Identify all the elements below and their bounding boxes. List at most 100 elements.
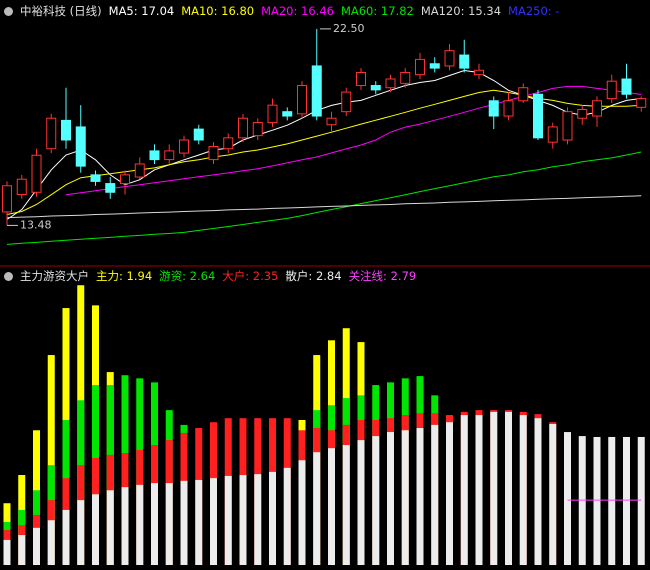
bar — [298, 460, 306, 565]
menu-icon[interactable] — [4, 271, 13, 281]
candle-body — [90, 174, 101, 182]
candle-body — [105, 183, 116, 193]
bar — [239, 475, 247, 565]
bar — [224, 475, 232, 565]
legend-entry: MA120: 15.34 — [420, 4, 502, 18]
chart-title: 主力游资大户 — [20, 269, 89, 283]
candle-body — [208, 146, 219, 161]
candle-body — [444, 50, 455, 67]
candle-body — [562, 111, 573, 141]
bar — [475, 415, 483, 565]
bar — [92, 494, 99, 565]
bar — [431, 424, 439, 565]
candle-body — [238, 117, 248, 139]
legend-entry: MA10: 16.80 — [181, 4, 255, 18]
legend-entry: MA5: 17.04 — [108, 4, 175, 18]
bar — [549, 424, 557, 565]
bar — [121, 487, 129, 565]
candle-body — [547, 126, 558, 143]
candle-body — [282, 111, 293, 117]
candle-body — [429, 63, 440, 69]
legend-entry: MA60: 17.82 — [340, 4, 414, 18]
bar — [401, 430, 409, 565]
candle-body — [385, 78, 396, 89]
candle-body — [193, 128, 204, 141]
bar — [18, 535, 26, 565]
indicator-panel — [3, 285, 645, 565]
bar — [195, 479, 203, 565]
candle-body — [533, 93, 543, 139]
candle-body — [149, 150, 160, 161]
bar — [106, 490, 114, 565]
candle-body — [577, 109, 588, 119]
bar — [357, 440, 365, 565]
bar — [564, 432, 571, 565]
price-panel — [2, 28, 647, 245]
price-legend: 中裕科技 (日线) MA5: 17.04 MA10: 16.80 MA20: 16.… — [4, 3, 559, 19]
bar — [47, 520, 55, 565]
ma-line — [6, 151, 642, 245]
indicator-legend: 主力游资大户 主力: 1.94 游资: 2.64 大户: 2.35 散户: 2.84 关… — [4, 268, 416, 284]
bar — [210, 478, 217, 565]
ma-line — [65, 85, 642, 196]
candle-body — [488, 100, 499, 117]
bar — [519, 415, 527, 565]
bar — [328, 448, 335, 565]
candle-body — [252, 122, 263, 137]
legend-entry: 主力: 1.94 — [96, 269, 153, 283]
bar — [637, 436, 645, 565]
candle-body — [636, 98, 647, 108]
candle-body — [606, 80, 617, 100]
candle-body — [459, 54, 470, 69]
candle-body — [120, 174, 130, 185]
bar — [47, 355, 55, 565]
candle-body — [164, 150, 175, 161]
bar — [372, 436, 380, 565]
low-annotation: 13.48 — [20, 218, 52, 231]
candle-body — [503, 100, 514, 117]
candle-body — [179, 139, 189, 154]
menu-icon[interactable] — [4, 6, 13, 16]
bar — [313, 452, 321, 565]
candle-body — [621, 78, 632, 95]
candle-body — [474, 69, 484, 76]
bar — [460, 415, 468, 565]
candle-body — [297, 85, 307, 115]
candle-body — [134, 163, 145, 178]
ma-line — [6, 195, 642, 219]
bar — [490, 411, 498, 565]
candle-body — [16, 178, 27, 195]
bar — [505, 411, 512, 565]
candle-body — [75, 126, 86, 167]
high-annotation: 22.50 — [333, 22, 365, 35]
candle-body — [2, 185, 12, 213]
bar — [3, 539, 11, 565]
bar — [416, 428, 424, 565]
candle-body — [341, 91, 352, 113]
candle-body — [267, 104, 278, 124]
legend-entry: 散户: 2.84 — [285, 269, 342, 283]
legend-entry: 关注线: 2.79 — [348, 269, 417, 283]
bar — [151, 483, 158, 565]
bar — [387, 432, 394, 565]
candle-body — [31, 154, 42, 193]
candle-body — [518, 87, 529, 102]
legend-entry: 大户: 2.35 — [222, 269, 279, 283]
candle-body — [326, 117, 337, 126]
bar — [62, 509, 70, 565]
candle-body — [415, 58, 425, 76]
bar — [623, 436, 630, 565]
bar — [593, 436, 601, 565]
candle-body — [61, 119, 71, 141]
bar — [283, 467, 291, 565]
legend-entry: 游资: 2.64 — [159, 269, 216, 283]
bar — [165, 483, 173, 565]
legend-entry: MA250: - — [508, 4, 560, 18]
candle-body — [592, 100, 602, 117]
bar — [180, 480, 188, 565]
candle-body — [356, 71, 366, 87]
bar — [254, 474, 262, 565]
chart-title: 中裕科技 (日线) — [20, 4, 102, 18]
